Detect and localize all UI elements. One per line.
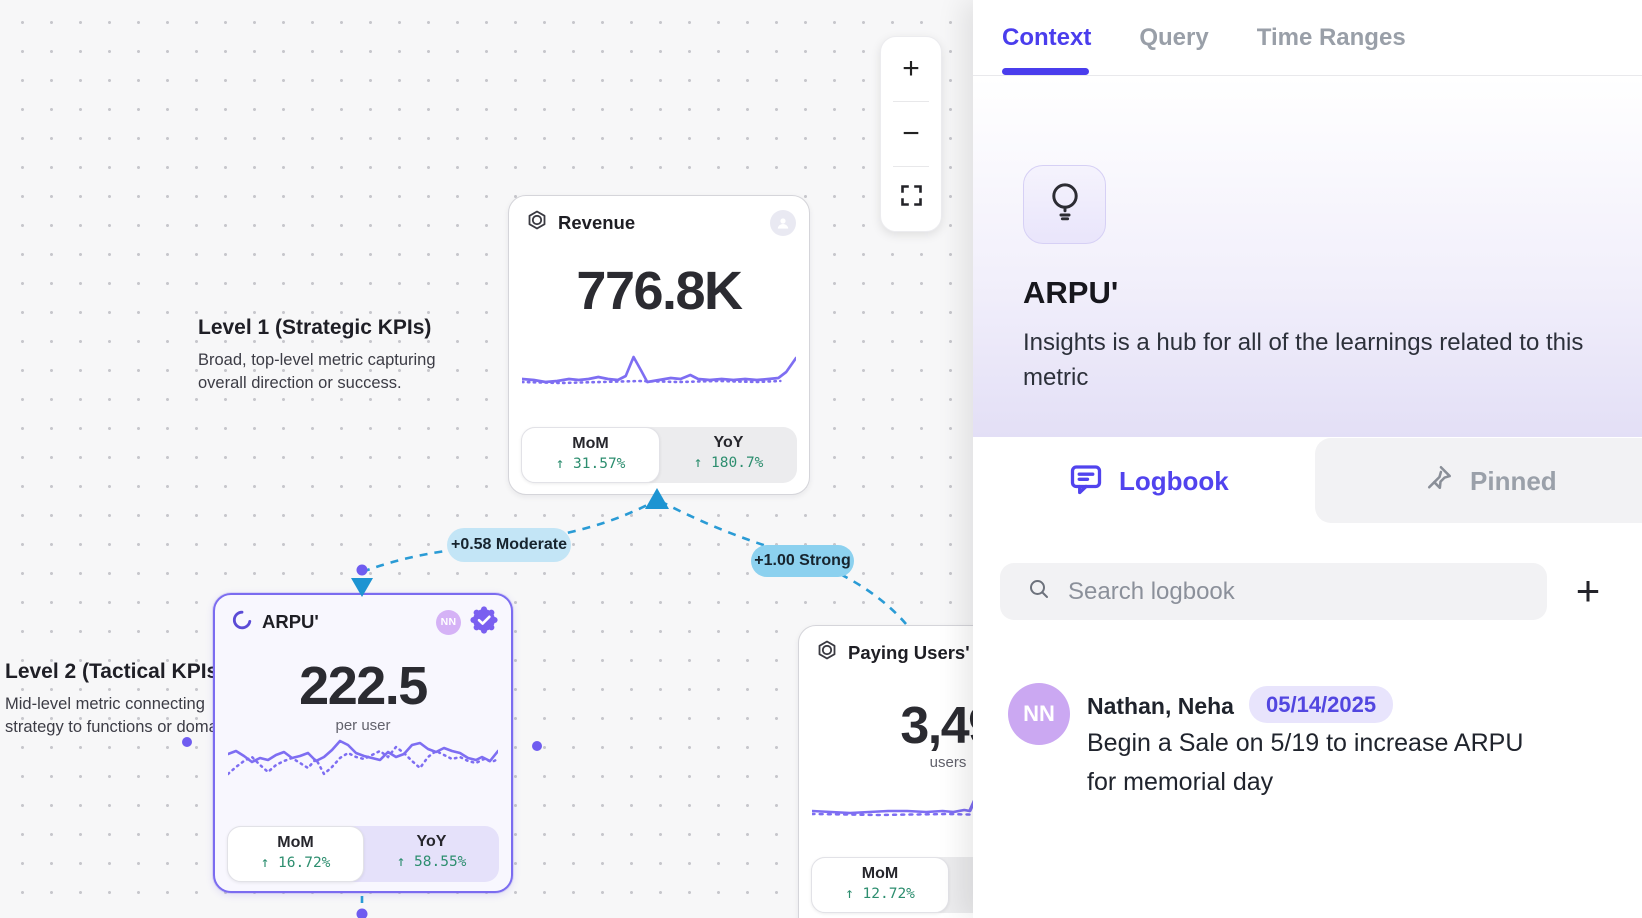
insight-tile (1023, 165, 1106, 244)
edge-handle-dot (356, 564, 368, 576)
metric-value: 222.5 (299, 656, 428, 716)
entry-author-name: Nathan, Neha (1087, 693, 1234, 719)
metric-card-revenue[interactable]: Revenue 776.8K MoM ↑ 31.57% YoY ↑ 180.7% (508, 195, 810, 495)
mom-toggle[interactable]: MoM ↑ 12.72% (811, 857, 949, 913)
active-tab-underline (1002, 68, 1089, 75)
metric-unit: per user (335, 717, 391, 734)
arpu-sparkline (226, 728, 500, 788)
panel-metric-description: Insights is a hub for all of the learnin… (1023, 329, 1584, 391)
zoom-out-button[interactable]: − (902, 117, 920, 150)
metric-card-arpu[interactable]: ARPU' NN 222.5 per user (213, 593, 513, 893)
tab-pinned[interactable]: Pinned (1422, 437, 1557, 525)
level1-annotation: Level 1 (Strategic KPIs) Broad, top-leve… (198, 316, 436, 394)
context-side-panel: Context Query Time Ranges ARPU' Insights… (973, 0, 1642, 918)
mom-value: ↑ 16.72% (260, 855, 331, 871)
edge-handle-dot (356, 908, 368, 918)
mom-toggle[interactable]: MoM ↑ 31.57% (521, 427, 660, 483)
logbook-pinned-tabs: Logbook Pinned (973, 437, 1642, 525)
add-log-entry-button[interactable]: + (1562, 565, 1614, 617)
metric-context-header: ARPU' Insights is a hub for all of the l… (973, 77, 1642, 437)
logbook-search-row: + (1000, 563, 1620, 620)
card-title: Paying Users' (848, 642, 970, 663)
level2-title: Level 2 (Tactical KPIs) (5, 660, 226, 683)
entry-author-avatar: NN (1008, 683, 1070, 745)
tab-logbook[interactable]: Logbook (1068, 437, 1229, 525)
crescent-moon-icon (231, 609, 253, 636)
tab-time-ranges[interactable]: Time Ranges (1256, 23, 1406, 51)
logbook-chat-icon (1068, 461, 1104, 502)
owner-avatar-icon[interactable] (770, 210, 796, 236)
level2-desc-line1: Mid-level metric connecting (5, 695, 205, 713)
collaborator-badge[interactable]: NN (436, 609, 461, 635)
canvas-zoom-toolbar: + − (880, 36, 942, 232)
search-input[interactable] (1068, 577, 1498, 606)
pushpin-icon (1422, 463, 1454, 500)
entry-date-badge: 05/14/2025 (1249, 686, 1394, 723)
level1-desc-line2: overall direction or success. (198, 373, 402, 392)
period-toggle: MoM ↑ 16.72% YoY ↑ 58.55% (227, 826, 499, 882)
entry-text: Begin a Sale on 5/19 to increase ARPU fo… (1087, 729, 1524, 796)
edge-label-strong: +1.00 Strong (751, 545, 854, 577)
metric-value: 776.8K (576, 261, 743, 321)
pinned-tab-background[interactable] (1315, 438, 1642, 523)
hexagon-metric-icon (525, 209, 549, 238)
logbook-search-box[interactable] (1000, 563, 1547, 620)
mom-value: ↑ 31.57% (555, 456, 626, 472)
panel-metric-title: ARPU' (1023, 275, 1119, 310)
connection-handle-dot[interactable] (182, 737, 192, 747)
mom-toggle[interactable]: MoM ↑ 16.72% (227, 826, 364, 882)
metric-unit: users (929, 754, 967, 771)
card-title: ARPU' (262, 611, 319, 632)
level1-desc-line1: Broad, top-level metric capturing (198, 351, 436, 369)
yoy-toggle[interactable]: YoY ↑ 58.55% (364, 826, 499, 882)
level2-desc-line2: strategy to functions or domains. (5, 717, 244, 736)
search-icon (1027, 577, 1051, 606)
fit-view-button[interactable] (881, 167, 941, 231)
yoy-value: ↑ 58.55% (396, 854, 467, 870)
edge-label-moderate: +0.58 Moderate (447, 528, 571, 562)
hexagon-metric-icon (815, 639, 839, 668)
connection-handle-dot[interactable] (532, 741, 542, 751)
tab-query[interactable]: Query (1139, 23, 1209, 51)
verified-badge-icon (470, 605, 498, 639)
panel-tab-bar: Context Query Time Ranges (973, 0, 1642, 76)
level1-title: Level 1 (Strategic KPIs) (198, 316, 432, 339)
revenue-sparkline (520, 344, 798, 394)
level2-annotation: Level 2 (Tactical KPIs) Mid-level metric… (5, 660, 243, 738)
yoy-value: ↑ 180.7% (693, 455, 764, 471)
zoom-in-button[interactable]: + (902, 52, 920, 85)
lightbulb-icon (1044, 179, 1086, 230)
fullscreen-icon (899, 182, 924, 216)
card-title: Revenue (558, 212, 636, 233)
period-toggle: MoM ↑ 31.57% YoY ↑ 180.7% (521, 427, 797, 483)
mom-value: ↑ 12.72% (845, 886, 915, 902)
yoy-toggle[interactable]: YoY ↑ 180.7% (660, 427, 797, 483)
tab-context[interactable]: Context (1002, 23, 1092, 51)
